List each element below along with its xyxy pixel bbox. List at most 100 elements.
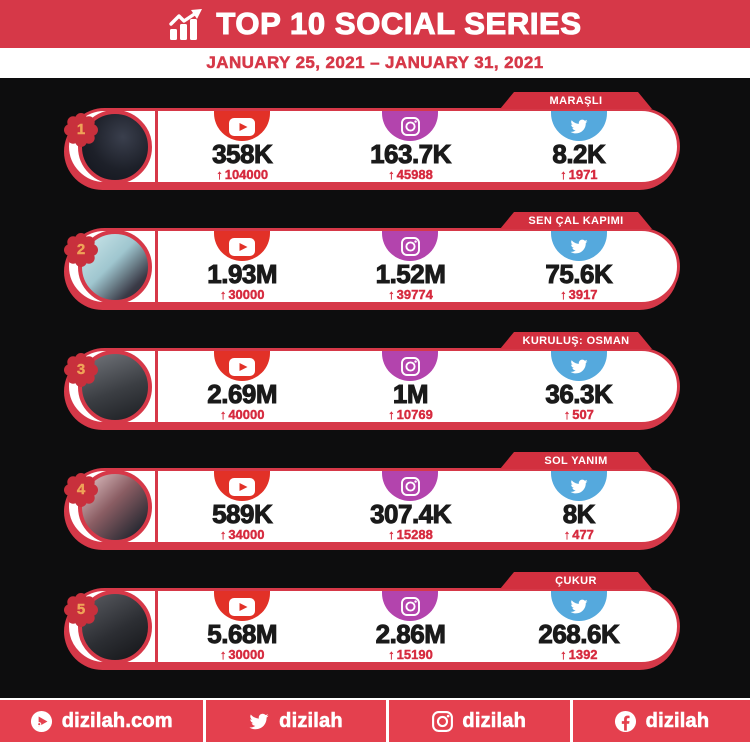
page-title: TOP 10 SOCIAL SERIES <box>216 5 582 41</box>
stats-group: 589K ↑ 34000 307.4K ↑ 15288 8K ↑ 477 <box>158 471 663 542</box>
gain-value: 39774 <box>396 287 433 302</box>
series-name-tab: ÇUKUR <box>500 572 652 589</box>
series-card: 4 589K ↑ 34000 307.4K ↑ 15288 8K ↑ 47 <box>64 468 680 545</box>
youtube-icon <box>214 351 271 381</box>
series-name-tab: KURULUŞ: OSMAN <box>500 332 652 349</box>
instagram-icon <box>382 231 439 261</box>
stats-group: 1.93M ↑ 30000 1.52M ↑ 39774 75.6K ↑ 3917 <box>158 231 663 302</box>
gain-value: 30000 <box>228 287 265 302</box>
series-row-4: SOL YANIM 4 589K ↑ 34000 307.4K ↑ 15288 <box>0 452 750 552</box>
rank-number: 4 <box>76 481 86 498</box>
gain-value: 1392 <box>568 647 598 662</box>
series-card: 1 358K ↑ 104000 163.7K ↑ 45988 8.2K <box>64 108 680 185</box>
footer-link-label: dizilah <box>645 709 710 732</box>
series-row-1: MARAŞLI 1 358K ↑ 104000 163.7K ↑ 45988 <box>0 92 750 192</box>
twitter-icon <box>249 713 269 729</box>
series-name: ÇUKUR <box>555 574 597 587</box>
twitter-icon <box>550 231 607 261</box>
instagram-gain: ↑ 39774 <box>388 287 433 302</box>
gain-value: 15288 <box>396 527 433 542</box>
rank-badge: 1 <box>64 113 98 147</box>
gain-value: 104000 <box>224 167 269 182</box>
up-arrow-icon: ↑ <box>560 647 567 662</box>
stats-group: 2.69M ↑ 40000 1M ↑ 10769 36.3K ↑ 507 <box>158 351 663 422</box>
instagram-count: 163.7K <box>370 139 452 169</box>
gain-value: 34000 <box>228 527 265 542</box>
instagram-stat: 163.7K ↑ 45988 <box>326 111 494 182</box>
gain-value: 40000 <box>228 407 265 422</box>
instagram-stat: 1M ↑ 10769 <box>326 351 494 422</box>
youtube-count: 358K <box>212 139 274 169</box>
series-card: 3 2.69M ↑ 40000 1M ↑ 10769 36.3K ↑ 50 <box>64 348 680 425</box>
youtube-icon <box>214 111 271 141</box>
rank-number: 2 <box>76 241 86 258</box>
header-band: TOP 10 SOCIAL SERIES <box>0 0 750 48</box>
up-arrow-icon: ↑ <box>219 407 227 422</box>
instagram-count: 1.52M <box>375 259 446 289</box>
gain-value: 10769 <box>396 407 433 422</box>
series-name-tab: SOL YANIM <box>500 452 652 469</box>
youtube-gain: ↑ 40000 <box>219 407 265 422</box>
series-name: MARAŞLI <box>549 94 603 107</box>
up-arrow-icon: ↑ <box>388 527 395 542</box>
youtube-gain: ↑ 30000 <box>219 287 265 302</box>
series-card: 5 5.68M ↑ 30000 2.86M ↑ 15190 268.6K <box>64 588 680 665</box>
up-arrow-icon: ↑ <box>563 407 571 422</box>
twitter-gain: ↑ 477 <box>563 527 595 542</box>
gain-value: 477 <box>572 527 594 542</box>
rank-badge: 4 <box>64 473 98 507</box>
rank-number: 5 <box>76 601 86 618</box>
up-arrow-icon: ↑ <box>216 167 223 182</box>
instagram-icon <box>382 111 439 141</box>
youtube-gain: ↑ 30000 <box>220 647 265 662</box>
footer-link-facebook[interactable]: dizilah <box>573 700 750 742</box>
twitter-count: 8.2K <box>552 139 606 169</box>
up-arrow-icon: ↑ <box>388 287 395 302</box>
youtube-stat: 1.93M ↑ 30000 <box>158 231 326 302</box>
instagram-count: 307.4K <box>370 499 452 529</box>
gain-value: 507 <box>572 407 594 422</box>
rank-number: 3 <box>76 361 86 378</box>
gain-value: 45988 <box>396 167 433 182</box>
twitter-stat: 8K ↑ 477 <box>495 471 663 542</box>
gain-value: 30000 <box>228 647 265 662</box>
twitter-count: 8K <box>562 499 596 529</box>
footer-link-twitter[interactable]: dizilah <box>206 700 389 742</box>
youtube-count: 1.93M <box>207 259 278 289</box>
footer-link-label: dizilah <box>279 709 343 732</box>
twitter-count: 36.3K <box>545 379 613 409</box>
bar-chart-rising-icon <box>169 9 203 40</box>
rank-number: 1 <box>76 121 86 138</box>
twitter-icon <box>550 591 607 621</box>
divider-line <box>155 351 158 422</box>
up-arrow-icon: ↑ <box>563 527 571 542</box>
footer-link-website[interactable]: dizilah.com <box>0 700 206 742</box>
gain-value: 1971 <box>568 167 598 182</box>
rank-badge: 2 <box>64 233 98 267</box>
instagram-icon <box>382 471 439 501</box>
series-row-2: SEN ÇAL KAPIMI 2 1.93M ↑ 30000 1.52M ↑ 397… <box>0 212 750 312</box>
instagram-gain: ↑ 10769 <box>388 407 433 422</box>
up-arrow-icon: ↑ <box>219 287 227 302</box>
youtube-stat: 589K ↑ 34000 <box>158 471 326 542</box>
twitter-stat: 36.3K ↑ 507 <box>495 351 663 422</box>
twitter-icon <box>550 111 607 141</box>
instagram-icon <box>432 710 454 732</box>
instagram-count: 2.86M <box>375 619 446 649</box>
rank-badge: 3 <box>64 353 98 387</box>
series-name-tab: SEN ÇAL KAPIMI <box>500 212 652 229</box>
twitter-icon <box>550 351 607 381</box>
twitter-count: 268.6K <box>538 619 620 649</box>
divider-line <box>155 591 158 662</box>
up-arrow-icon: ↑ <box>219 527 227 542</box>
instagram-gain: ↑ 15190 <box>388 647 433 662</box>
instagram-gain: ↑ 45988 <box>388 167 433 182</box>
instagram-stat: 2.86M ↑ 15190 <box>326 591 494 662</box>
twitter-gain: ↑ 507 <box>563 407 595 422</box>
twitter-icon <box>550 471 607 501</box>
series-name: SOL YANIM <box>544 454 608 467</box>
instagram-stat: 1.52M ↑ 39774 <box>326 231 494 302</box>
instagram-stat: 307.4K ↑ 15288 <box>326 471 494 542</box>
youtube-stat: 358K ↑ 104000 <box>158 111 326 182</box>
footer-link-instagram[interactable]: dizilah <box>389 700 573 742</box>
